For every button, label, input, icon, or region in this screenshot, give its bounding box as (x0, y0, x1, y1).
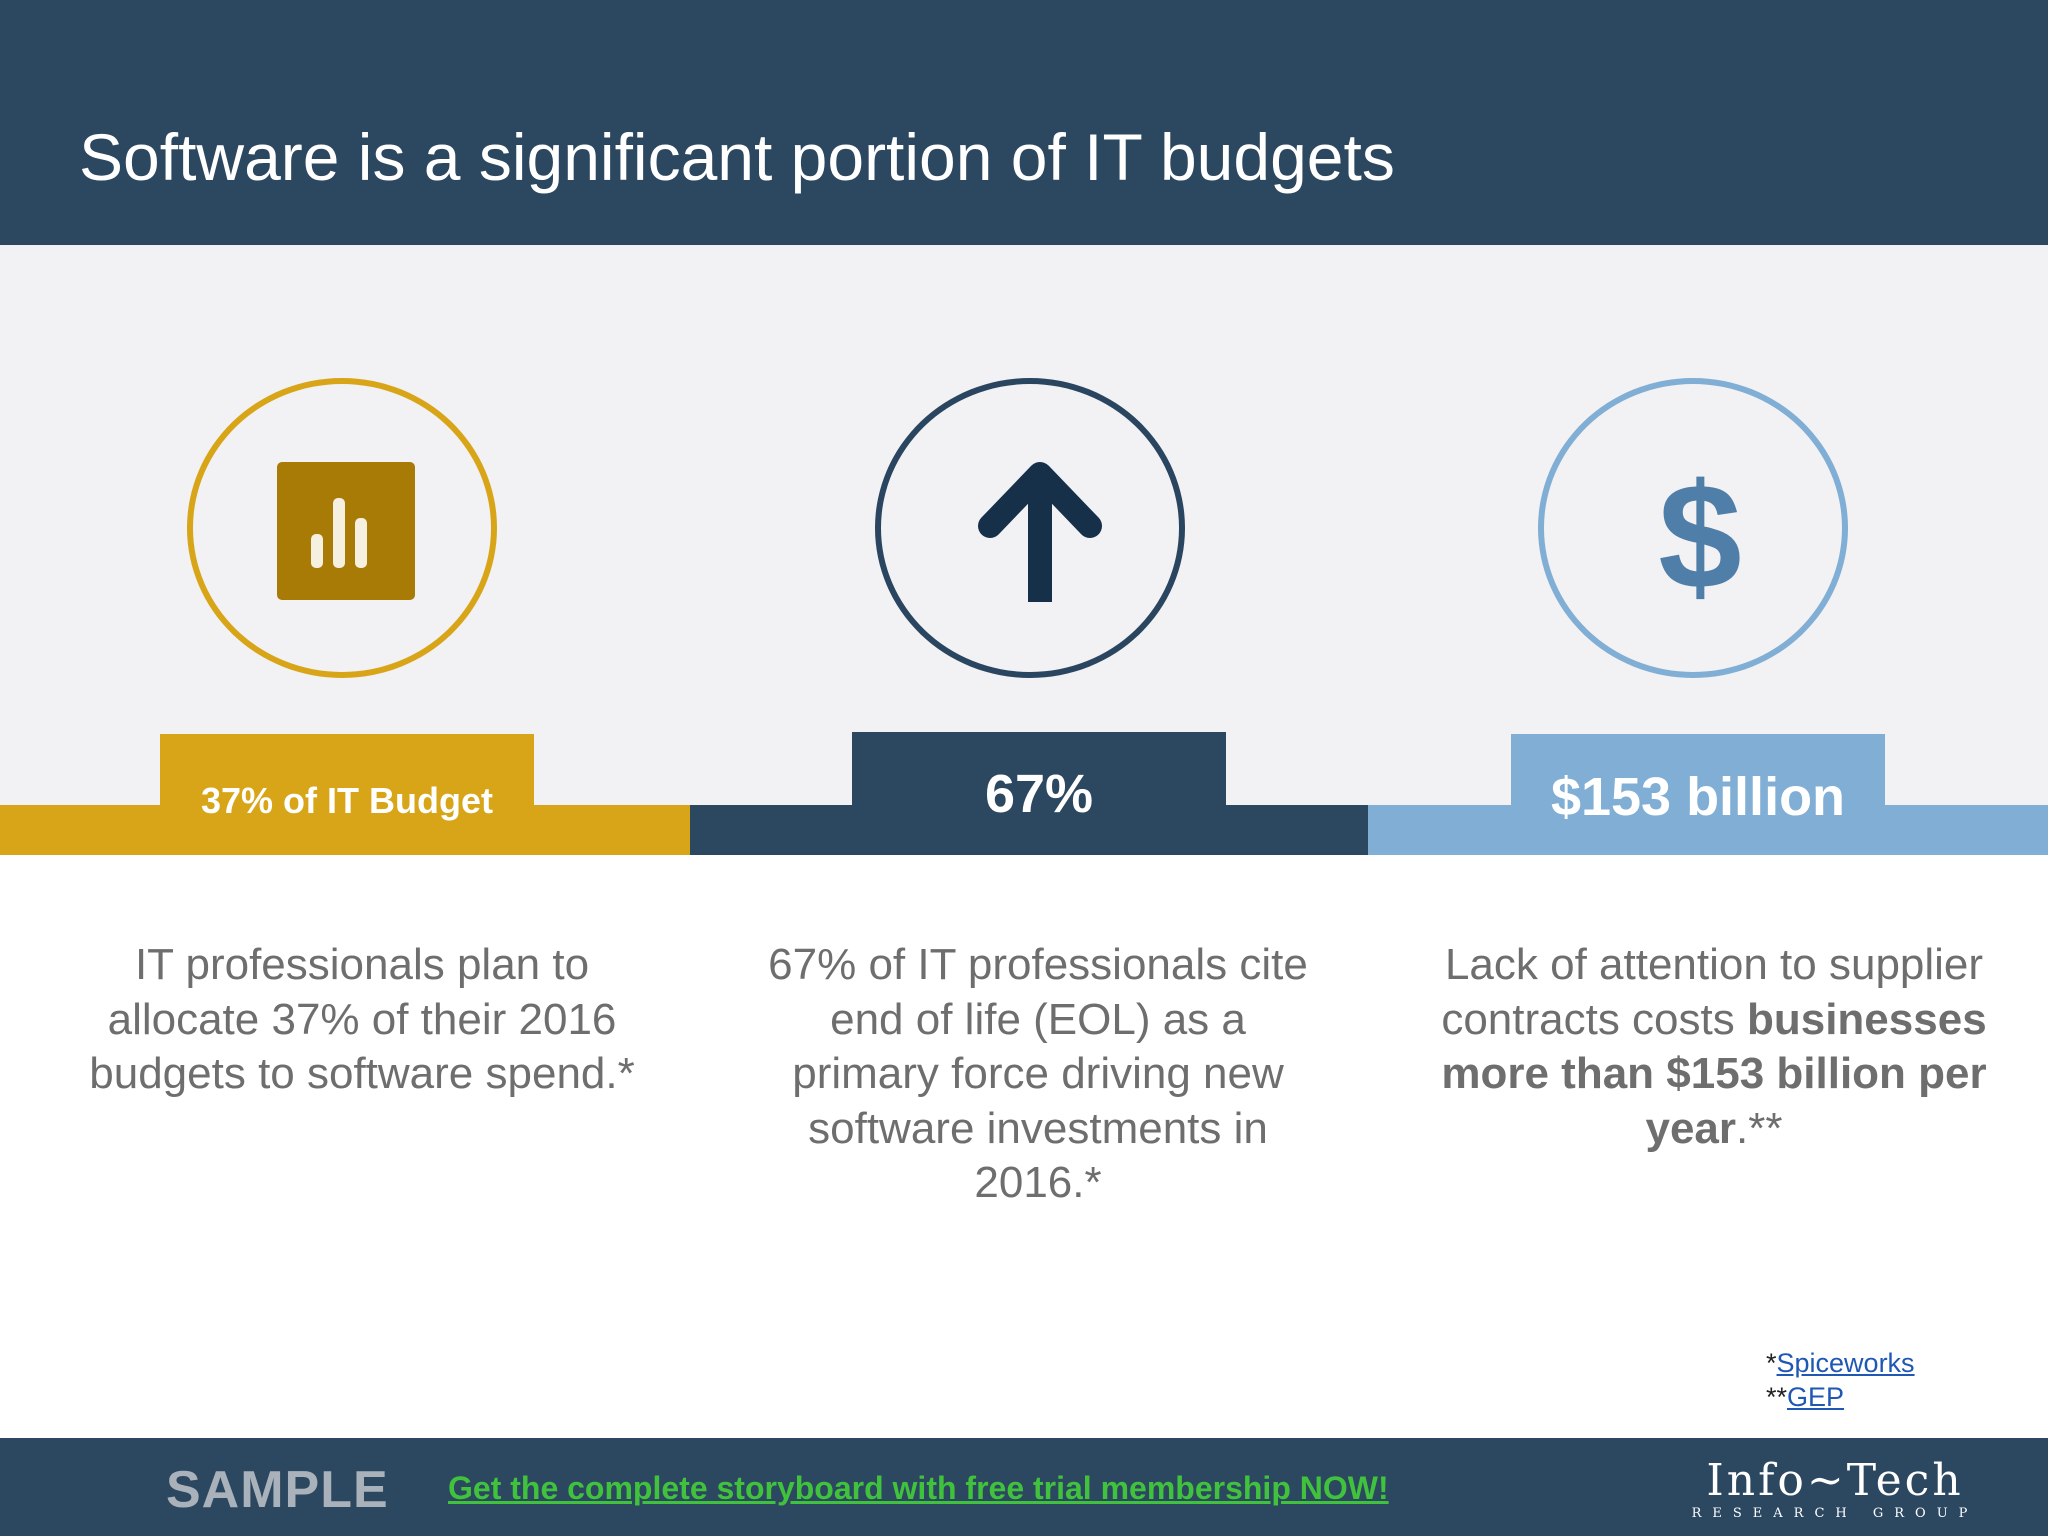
stat-description-cost: Lack of attention to supplier contracts … (1434, 938, 1994, 1156)
sample-watermark: SAMPLE (166, 1461, 389, 1519)
free-trial-link[interactable]: Get the complete storyboard with free tr… (448, 1470, 1389, 1506)
reference-prefix: ** (1766, 1382, 1788, 1412)
stat-circle-eol (875, 378, 1185, 678)
stat-description-cost-plain: Lack of attention to supplier contracts … (1441, 940, 1984, 1044)
stat-description-budget: IT professionals plan to allocate 37% of… (89, 940, 635, 1098)
footer-bar: SAMPLE Get the complete storyboard with … (0, 1438, 2048, 1536)
svg-text:$: $ (1658, 456, 1741, 606)
stat-label-cost: $153 billion (1511, 734, 1885, 855)
slide-title: Software is a significant portion of IT … (79, 120, 1395, 194)
bar-chart-icon (277, 462, 415, 600)
stat-description-cost-bold: businesses more than $153 billion per ye… (1441, 994, 1987, 1153)
info-tech-logo: Info~Tech RESEARCH GROUP (1690, 1458, 1980, 1522)
slide-header: Software is a significant portion of IT … (0, 0, 2048, 245)
logo-subtitle: RESEARCH GROUP (1691, 1506, 1979, 1521)
stat-label-eol: 67% (852, 732, 1226, 855)
arrow-up-icon (978, 462, 1102, 602)
gep-link[interactable]: GEP (1787, 1382, 1845, 1412)
stat-label-budget: 37% of IT Budget (160, 734, 534, 855)
reference-prefix: * (1766, 1348, 1777, 1378)
stat-description-eol: 67% of IT professionals cite end of life… (768, 940, 1308, 1207)
reference-spiceworks: *Spiceworks (1766, 1346, 1915, 1380)
references: *Spiceworks **GEP (1766, 1346, 1915, 1414)
logo-wordmark: Info~Tech (1706, 1455, 1964, 1506)
stat-circle-cost (1538, 378, 1848, 678)
dollar-icon: $ (1658, 456, 1741, 606)
stat-circle-budget (187, 378, 497, 678)
reference-gep: **GEP (1766, 1380, 1915, 1414)
stat-description-cost-tail: .** (1736, 1103, 1783, 1153)
spiceworks-link[interactable]: Spiceworks (1776, 1348, 1915, 1378)
